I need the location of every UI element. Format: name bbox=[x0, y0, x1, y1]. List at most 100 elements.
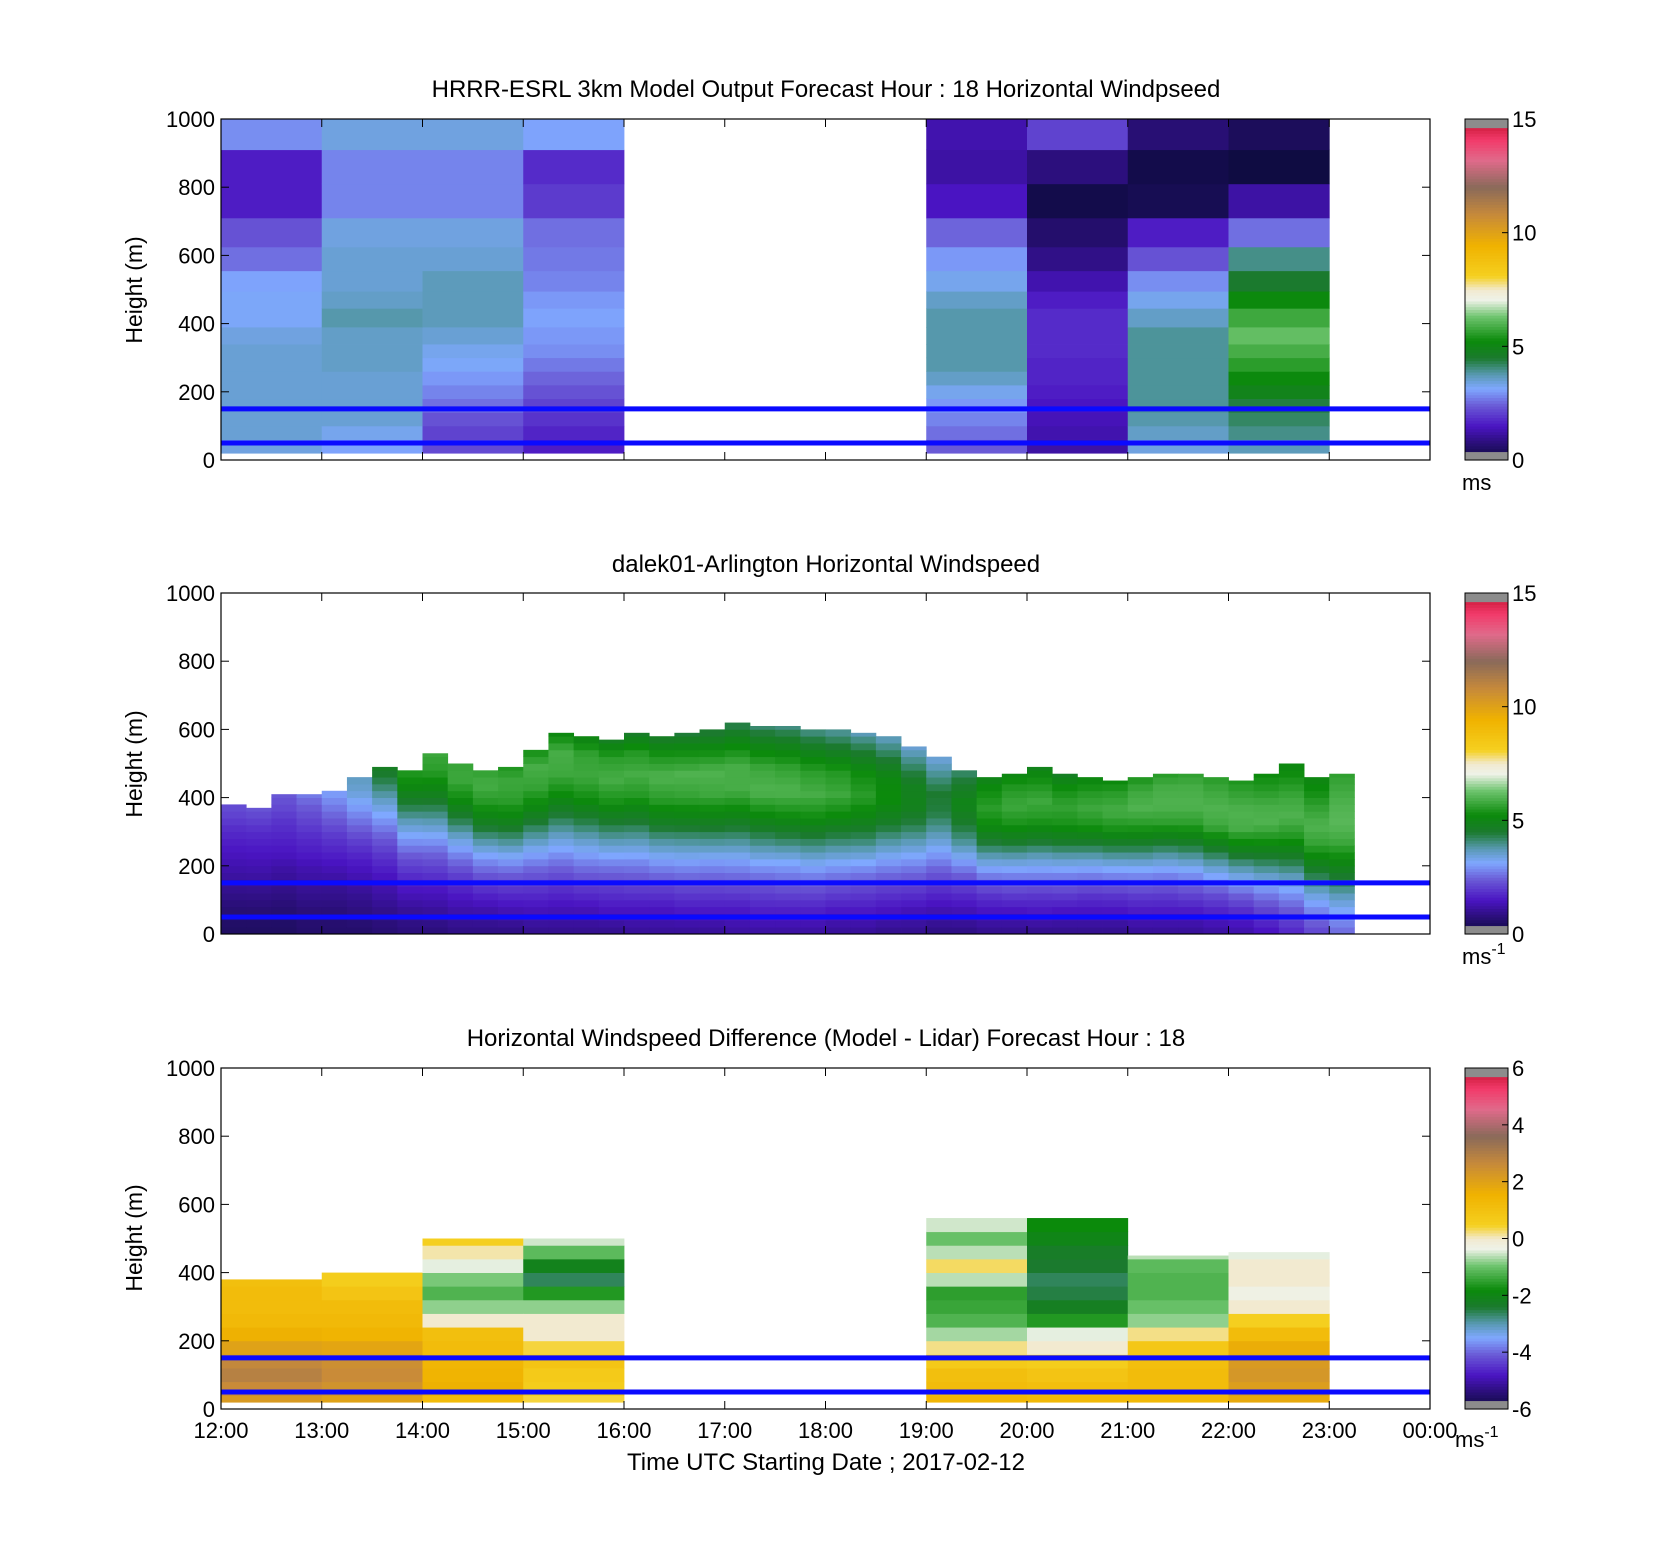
colorbar-swatch bbox=[1465, 1136, 1508, 1140]
colorbar-swatch bbox=[1465, 158, 1508, 163]
colorbar-swatch bbox=[1465, 417, 1508, 421]
colorbar-swatch bbox=[1465, 360, 1508, 364]
heatmap-cell bbox=[800, 756, 826, 764]
heatmap-cell bbox=[598, 756, 625, 764]
heatmap-cell bbox=[749, 824, 776, 833]
heatmap-cell bbox=[221, 811, 247, 819]
heatmap-cell bbox=[1152, 906, 1179, 914]
heatmap-cell bbox=[1152, 920, 1179, 928]
heatmap-cell bbox=[523, 217, 625, 248]
heatmap-cell bbox=[346, 783, 373, 792]
heatmap-cell bbox=[850, 777, 877, 785]
colorbar-swatch bbox=[1465, 283, 1508, 288]
heatmap-cell bbox=[724, 736, 751, 744]
heatmap-cell bbox=[1077, 777, 1103, 785]
heatmap-cell bbox=[397, 865, 423, 874]
colorbar-swatch bbox=[1465, 1187, 1508, 1191]
heatmap-cell bbox=[422, 838, 449, 846]
heatmap-cell bbox=[1228, 906, 1255, 914]
heatmap-cell bbox=[523, 797, 549, 805]
heatmap-cell bbox=[246, 831, 272, 839]
heatmap-cell bbox=[1253, 845, 1280, 853]
colorbar-swatch bbox=[1465, 437, 1508, 441]
heatmap-cell bbox=[321, 804, 348, 812]
colorbar-swatch bbox=[1465, 1252, 1508, 1257]
colorbar-tick-label: 0 bbox=[1512, 448, 1524, 473]
heatmap-cell bbox=[1152, 824, 1179, 833]
heatmap-cell bbox=[1102, 852, 1129, 860]
heatmap-cell bbox=[976, 920, 1003, 928]
heatmap-cell bbox=[271, 824, 297, 833]
heatmap-cell bbox=[699, 797, 726, 805]
heatmap-cell bbox=[800, 920, 826, 928]
heatmap-cell bbox=[472, 777, 499, 785]
colorbar-swatch bbox=[1465, 238, 1508, 242]
heatmap-cell bbox=[1052, 818, 1078, 826]
colorbar-swatch bbox=[1465, 1184, 1508, 1188]
heatmap-cell bbox=[1228, 149, 1330, 185]
heatmap-cell bbox=[1052, 831, 1078, 839]
heatmap-cell bbox=[1278, 770, 1305, 778]
heatmap-cell bbox=[1052, 852, 1078, 860]
heatmap-cell bbox=[1001, 831, 1028, 839]
colorbar-swatch bbox=[1465, 329, 1508, 333]
heatmap-cell bbox=[1052, 797, 1078, 805]
heatmap-cell bbox=[523, 865, 549, 874]
ytick-label: 600 bbox=[178, 243, 215, 268]
heatmap-cell bbox=[321, 1340, 423, 1355]
heatmap-cell bbox=[1127, 1313, 1229, 1328]
heatmap-cell bbox=[976, 824, 1003, 833]
heatmap-cell bbox=[1228, 412, 1330, 427]
heatmap-cell bbox=[221, 1340, 323, 1355]
colorbar-tick-label: -4 bbox=[1512, 1340, 1532, 1365]
heatmap-cell bbox=[749, 790, 776, 798]
heatmap-cell bbox=[246, 865, 272, 874]
heatmap-cell bbox=[573, 756, 600, 764]
heatmap-cell bbox=[775, 872, 801, 880]
heatmap-cell bbox=[850, 920, 877, 928]
heatmap-cell bbox=[951, 872, 978, 880]
heatmap-cell bbox=[951, 927, 978, 934]
colorbar-swatch bbox=[1465, 760, 1508, 765]
heatmap-cell bbox=[951, 845, 978, 853]
heatmap-cell bbox=[976, 790, 1003, 798]
heatmap-cell bbox=[221, 893, 247, 901]
heatmap-cell bbox=[573, 906, 600, 914]
heatmap-cell bbox=[573, 770, 600, 778]
heatmap-cell bbox=[1228, 1286, 1330, 1301]
heatmap-cell bbox=[548, 886, 575, 894]
heatmap-cell bbox=[1253, 872, 1280, 880]
heatmap-cell bbox=[447, 777, 474, 785]
heatmap-cell bbox=[1027, 412, 1129, 427]
heatmap-cell bbox=[1127, 927, 1154, 934]
heatmap-cell bbox=[1127, 1395, 1229, 1403]
heatmap-cell bbox=[523, 749, 549, 758]
heatmap-cell bbox=[850, 811, 877, 819]
heatmap-cell bbox=[372, 831, 398, 839]
heatmap-cell bbox=[548, 920, 575, 928]
heatmap-cell bbox=[976, 865, 1003, 874]
heatmap-cell bbox=[573, 831, 600, 839]
colorbar-swatch bbox=[1465, 153, 1508, 157]
heatmap-cell bbox=[749, 763, 776, 771]
heatmap-cell bbox=[800, 824, 826, 833]
heatmap-cell bbox=[699, 872, 726, 880]
heatmap-cell bbox=[926, 246, 1028, 272]
heatmap-cell bbox=[397, 852, 423, 860]
heatmap-cell bbox=[321, 845, 348, 853]
colorbar-swatch bbox=[1465, 397, 1508, 401]
heatmap-cell bbox=[598, 749, 625, 758]
heatmap-cell bbox=[221, 425, 323, 440]
heatmap-cell bbox=[1329, 852, 1355, 860]
heatmap-cell bbox=[1127, 845, 1154, 853]
heatmap-cell bbox=[825, 818, 852, 826]
heatmap-cell bbox=[901, 811, 927, 819]
heatmap-cell bbox=[1127, 1286, 1229, 1301]
heatmap-cell bbox=[422, 291, 524, 309]
heatmap-cell bbox=[1228, 865, 1255, 874]
colorbar-swatch bbox=[1465, 431, 1508, 436]
colorbar-swatch bbox=[1465, 749, 1508, 753]
heatmap-cell bbox=[221, 371, 323, 386]
colorbar-swatch bbox=[1465, 130, 1508, 134]
heatmap-cell bbox=[1228, 246, 1330, 272]
